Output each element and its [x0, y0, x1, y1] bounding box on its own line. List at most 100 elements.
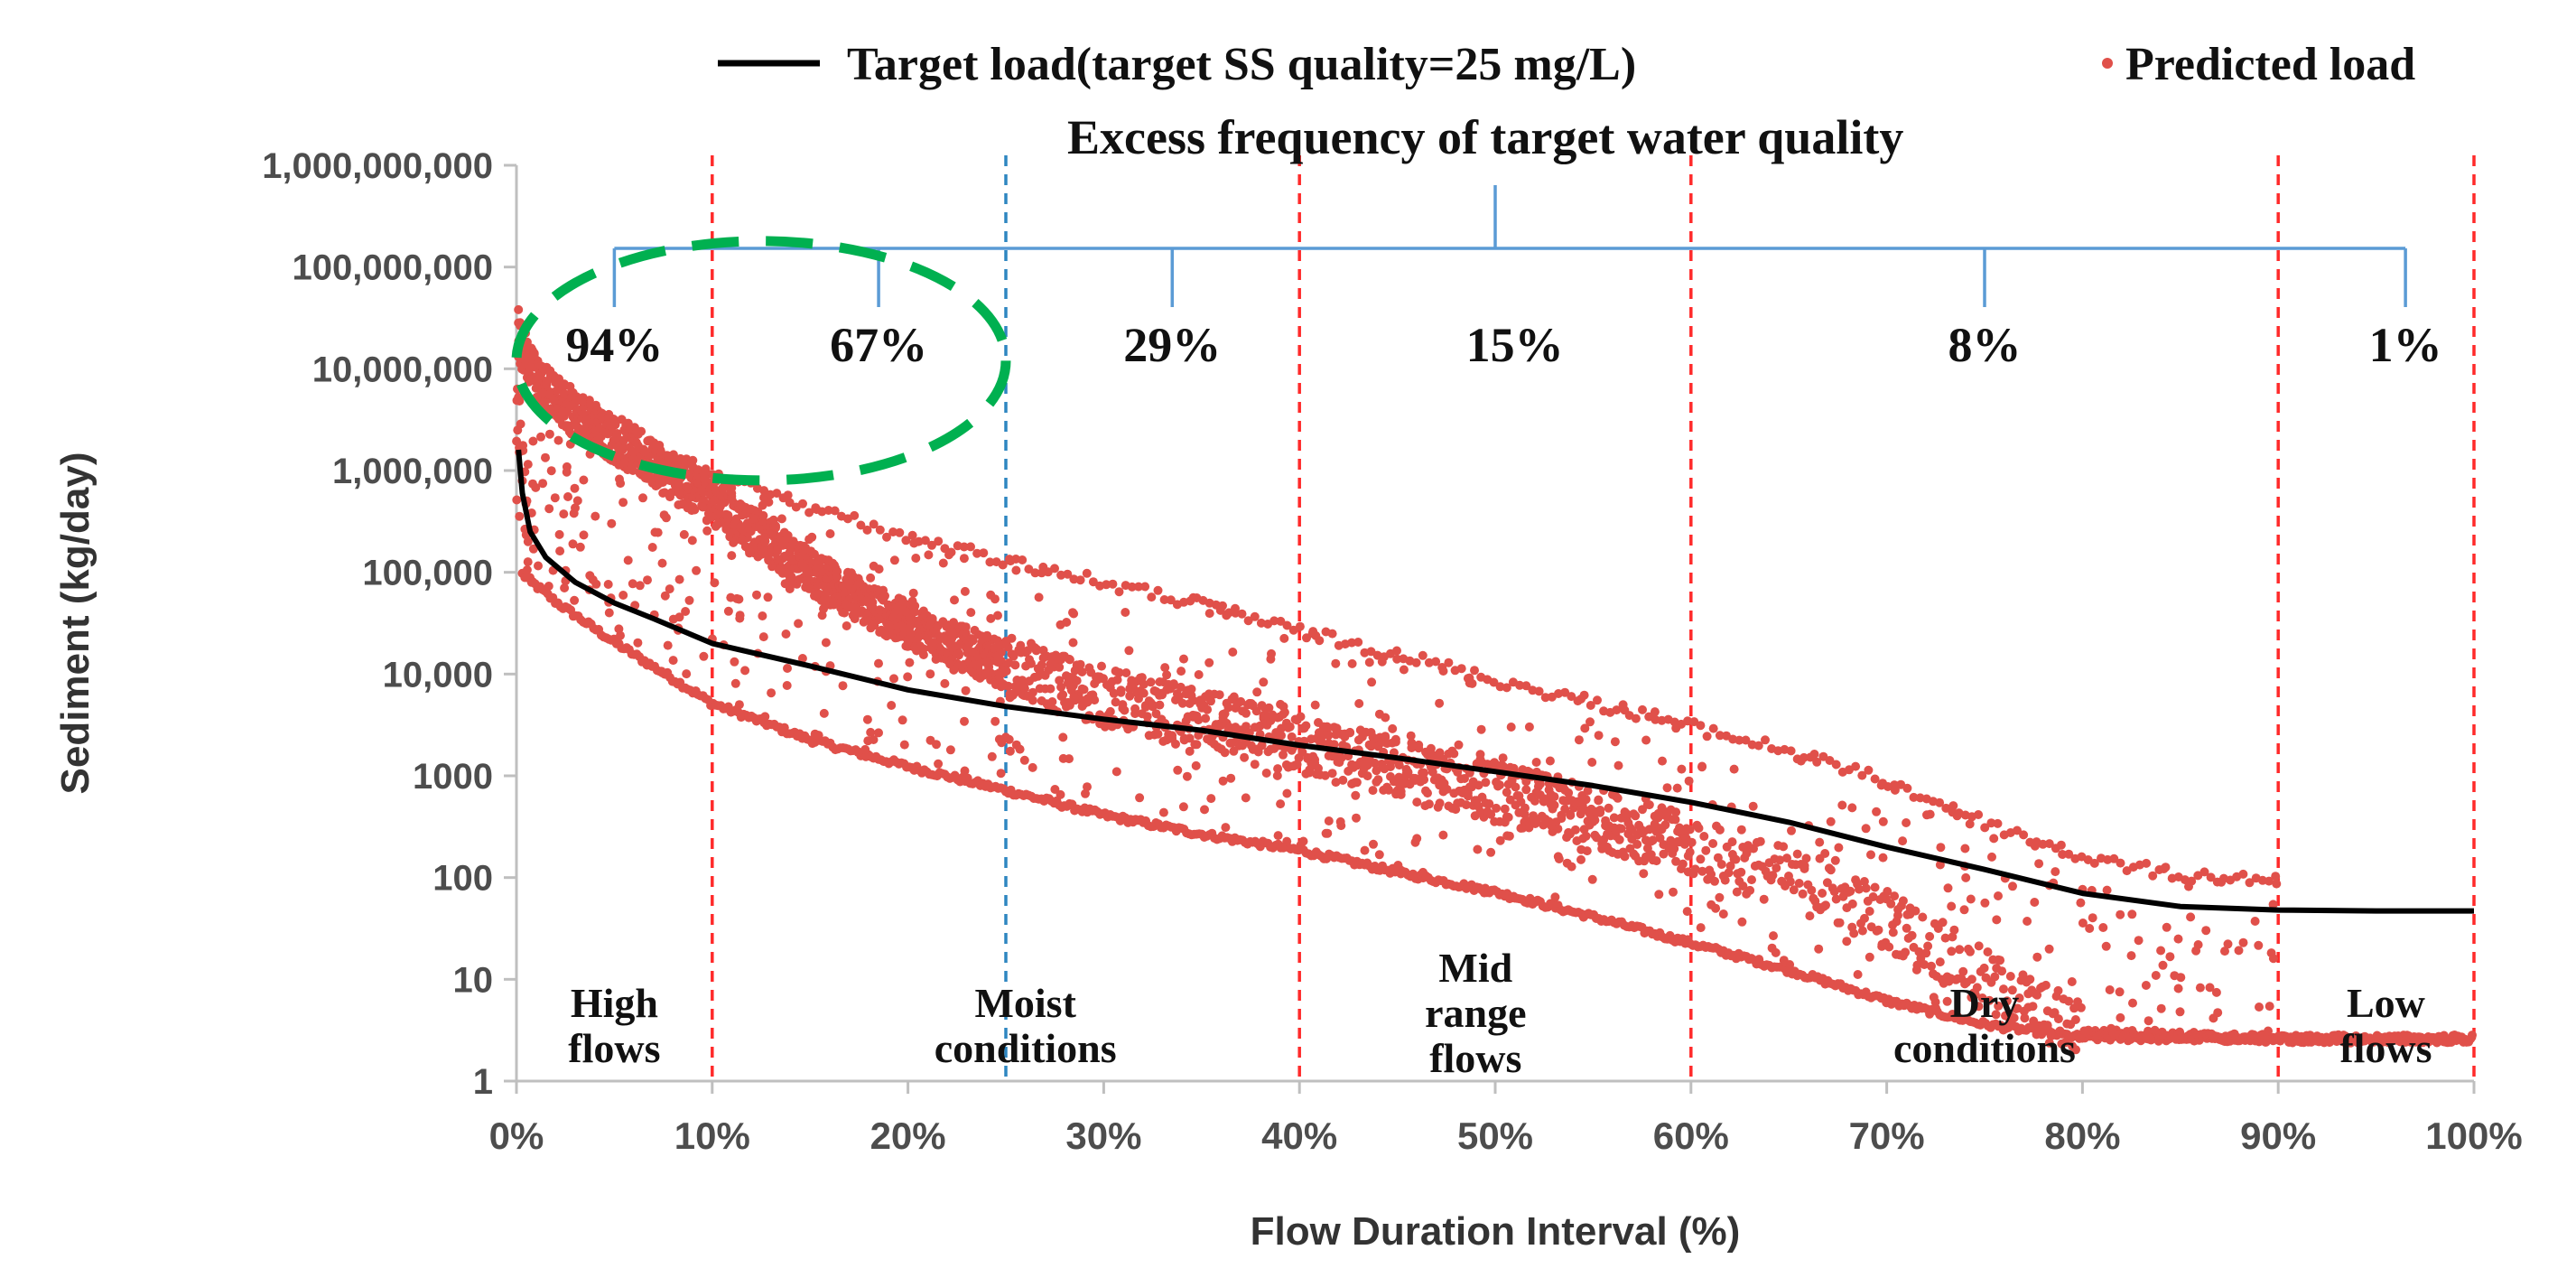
predicted-load-point — [1826, 816, 1836, 826]
predicted-load-point — [1411, 657, 1421, 667]
predicted-load-point — [987, 751, 997, 761]
predicted-load-point — [2255, 1003, 2264, 1012]
predicted-load-point — [525, 353, 535, 363]
predicted-load-point — [1226, 773, 1236, 783]
predicted-load-point — [1966, 894, 1976, 904]
predicted-load-point — [1678, 859, 1688, 869]
predicted-load-point — [560, 583, 570, 592]
predicted-load-point — [1801, 853, 1811, 863]
predicted-load-point — [1264, 703, 1274, 713]
predicted-load-point — [1191, 760, 1201, 770]
predicted-load-point — [1576, 854, 1586, 864]
x-tick-label: 100% — [2425, 1114, 2522, 1157]
predicted-load-point — [1994, 1001, 2004, 1011]
predicted-load-point — [911, 554, 921, 563]
predicted-load-point — [1068, 608, 1077, 618]
predicted-load-point — [1031, 644, 1041, 654]
predicted-load-point — [1475, 750, 1485, 760]
predicted-load-point — [1604, 803, 1613, 813]
predicted-load-point — [2088, 913, 2097, 923]
predicted-load-point — [2150, 1025, 2160, 1035]
predicted-load-point — [1418, 867, 1427, 877]
predicted-load-point — [1221, 823, 1231, 833]
predicted-load-point — [1805, 911, 1815, 921]
predicted-load-point — [1696, 854, 1706, 864]
predicted-load-point — [2105, 985, 2115, 994]
predicted-load-point — [515, 511, 525, 521]
predicted-load-point — [1390, 863, 1400, 873]
predicted-load-point — [2013, 825, 2022, 835]
predicted-load-point — [2101, 941, 2111, 951]
predicted-load-point — [544, 582, 553, 591]
predicted-load-point — [1155, 700, 1165, 710]
predicted-load-point — [1890, 891, 1900, 901]
predicted-load-point — [1352, 813, 1361, 823]
predicted-load-point — [1097, 661, 1106, 671]
predicted-load-point — [1567, 692, 1576, 702]
predicted-load-point — [2020, 1013, 2030, 1023]
predicted-load-point — [513, 425, 523, 435]
predicted-load-point — [1769, 931, 1778, 941]
predicted-load-point — [1016, 648, 1026, 657]
predicted-load-point — [2008, 881, 2017, 891]
predicted-load-point — [550, 493, 560, 503]
predicted-load-point — [1444, 657, 1454, 667]
predicted-load-point — [1188, 592, 1198, 602]
predicted-load-point — [2144, 1016, 2153, 1026]
predicted-load-point — [1009, 651, 1018, 661]
predicted-load-point — [1742, 848, 1752, 858]
predicted-load-point — [1105, 706, 1115, 716]
predicted-load-point — [1353, 638, 1363, 647]
predicted-load-point — [1206, 794, 1216, 804]
predicted-load-point — [1456, 664, 1466, 674]
flow-zone-label-line: flows — [568, 1025, 660, 1071]
predicted-load-point — [579, 530, 589, 540]
predicted-load-point — [899, 740, 909, 750]
flow-zone-label-line: High — [571, 980, 658, 1026]
legend: Target load(target SS quality=25 mg/L) Pr… — [718, 39, 2415, 90]
predicted-load-point — [830, 506, 840, 516]
predicted-load-point — [640, 447, 650, 457]
predicted-load-point — [1779, 956, 1789, 965]
predicted-load-point — [1276, 799, 1286, 809]
predicted-load-point — [1949, 925, 1959, 935]
y-tick-label: 1000 — [413, 757, 493, 797]
predicted-load-point — [764, 555, 774, 564]
predicted-load-point — [1188, 695, 1198, 705]
predicted-load-point — [1829, 887, 1839, 897]
predicted-load-point — [574, 395, 584, 405]
predicted-load-point — [1354, 699, 1364, 708]
x-tick-label: 70% — [1849, 1114, 1925, 1157]
predicted-load-point — [1815, 853, 1825, 863]
predicted-load-point — [1587, 874, 1597, 884]
predicted-load-point — [2126, 951, 2136, 961]
predicted-load-point — [772, 489, 782, 499]
predicted-load-point — [1741, 735, 1751, 745]
predicted-load-point — [1331, 658, 1341, 668]
predicted-load-point — [1662, 783, 1672, 793]
y-tick-label: 10,000 — [383, 655, 493, 695]
predicted-load-point — [1940, 933, 1950, 943]
predicted-load-point — [681, 460, 691, 469]
predicted-load-point — [619, 458, 629, 468]
predicted-load-point — [1658, 756, 1667, 766]
predicted-load-point — [1167, 731, 1177, 741]
predicted-load-point — [655, 441, 665, 450]
predicted-load-point — [664, 451, 673, 461]
predicted-load-point — [1135, 793, 1145, 803]
predicted-load-point — [1142, 712, 1152, 722]
predicted-load-point — [1179, 654, 1188, 664]
predicted-load-point — [1902, 783, 1912, 793]
predicted-load-point — [2109, 853, 2119, 863]
predicted-load-point — [780, 579, 790, 589]
predicted-load-point — [2268, 954, 2278, 964]
predicted-load-point — [968, 636, 978, 646]
predicted-load-point — [2044, 839, 2054, 849]
predicted-load-point — [907, 596, 917, 606]
predicted-load-point — [1985, 995, 1995, 1005]
predicted-load-point — [1586, 717, 1595, 727]
predicted-load-point — [2220, 947, 2229, 956]
predicted-load-point — [633, 429, 643, 439]
predicted-load-point — [1670, 815, 1680, 825]
predicted-load-point — [1938, 918, 1948, 928]
